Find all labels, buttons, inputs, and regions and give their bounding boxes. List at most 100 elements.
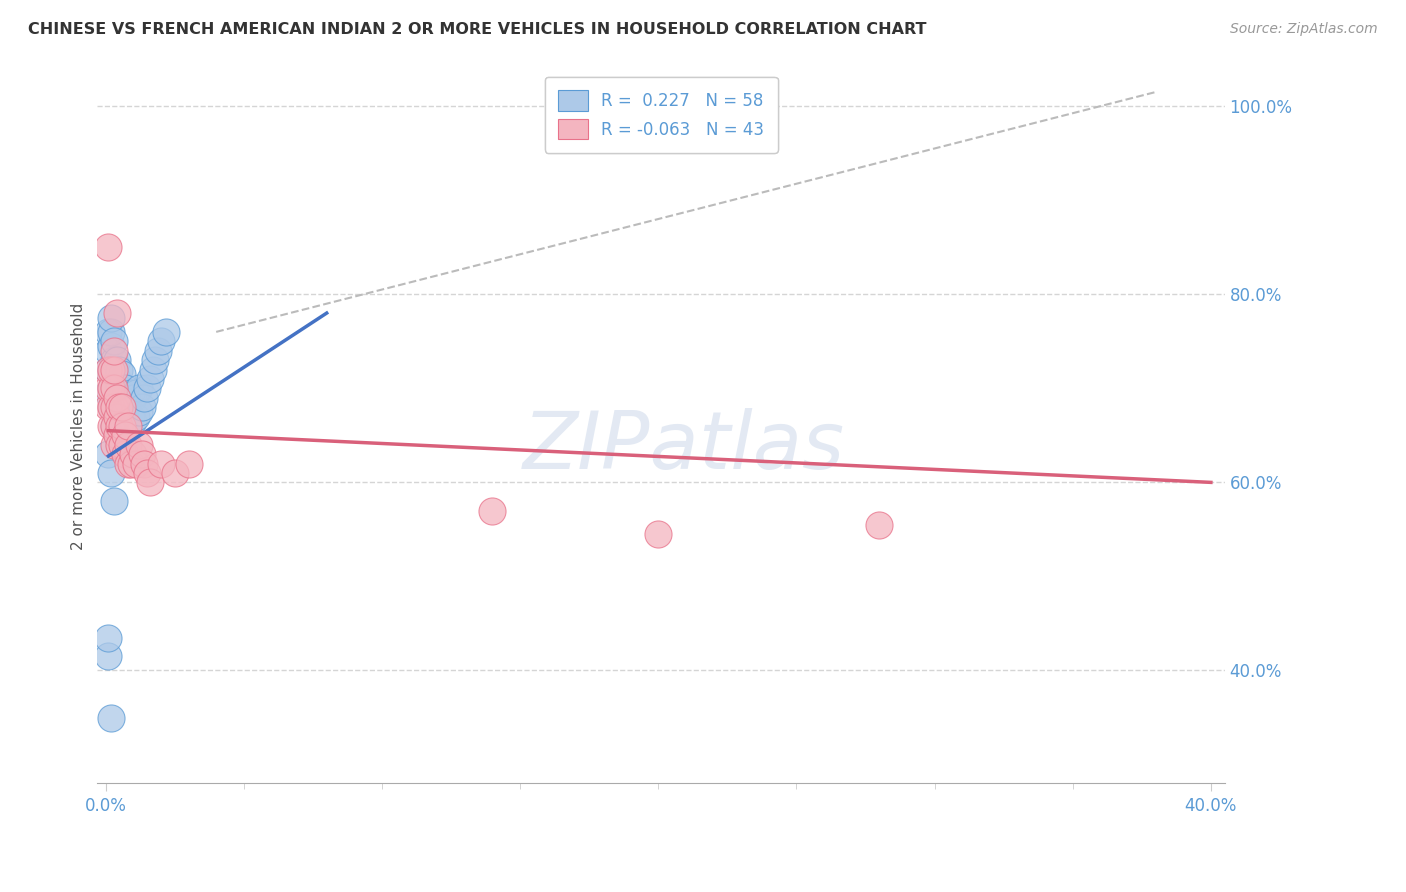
Point [111, 428, 134, 442]
Point [105, 409, 128, 424]
Point [139, 372, 162, 386]
Point [103, 400, 125, 414]
Point [97, 240, 120, 254]
Point [145, 353, 167, 368]
Point [105, 372, 128, 386]
Point [142, 362, 165, 376]
Point [149, 457, 172, 471]
Point [105, 391, 128, 405]
Point [108, 419, 131, 434]
Point [100, 310, 122, 325]
Point [97, 381, 120, 395]
Point [131, 400, 153, 414]
Point [97, 631, 120, 645]
Point [114, 381, 136, 395]
Point [134, 391, 156, 405]
Point [146, 343, 169, 358]
Point [114, 428, 136, 442]
Point [105, 353, 128, 368]
Point [103, 334, 125, 349]
Text: CHINESE VS FRENCH AMERICAN INDIAN 2 OR MORE VEHICLES IN HOUSEHOLD CORRELATION CH: CHINESE VS FRENCH AMERICAN INDIAN 2 OR M… [28, 22, 927, 37]
Point [105, 428, 128, 442]
Point [111, 438, 134, 452]
Point [103, 438, 125, 452]
Point [128, 405, 150, 419]
Point [117, 419, 139, 434]
Point [97, 362, 120, 376]
Point [103, 419, 125, 434]
Point [100, 325, 122, 339]
Point [108, 400, 131, 414]
Point [108, 381, 131, 395]
Point [103, 362, 125, 376]
Point [117, 438, 139, 452]
Point [100, 362, 122, 376]
Point [100, 381, 122, 395]
Point [177, 457, 200, 471]
Point [111, 400, 134, 414]
Point [155, 325, 177, 339]
Point [103, 381, 125, 395]
Point [103, 494, 125, 508]
Point [647, 527, 669, 541]
Point [111, 409, 134, 424]
Point [105, 428, 128, 442]
Point [97, 386, 120, 401]
Point [97, 400, 120, 414]
Point [97, 343, 120, 358]
Point [125, 409, 148, 424]
Text: Source: ZipAtlas.com: Source: ZipAtlas.com [1230, 22, 1378, 37]
Point [103, 400, 125, 414]
Point [103, 343, 125, 358]
Point [114, 405, 136, 419]
Point [114, 424, 136, 438]
Point [111, 368, 134, 382]
Point [868, 517, 890, 532]
Point [108, 438, 131, 452]
Point [100, 400, 122, 414]
Point [103, 368, 125, 382]
Point [100, 339, 122, 353]
Point [131, 447, 153, 461]
Point [103, 419, 125, 434]
Point [114, 447, 136, 461]
Point [100, 710, 122, 724]
Point [111, 386, 134, 401]
Point [125, 457, 148, 471]
Point [122, 414, 145, 428]
Point [128, 438, 150, 452]
Point [105, 391, 128, 405]
Point [108, 400, 131, 414]
Point [120, 457, 142, 471]
Point [108, 438, 131, 452]
Point [97, 325, 120, 339]
Legend: R =  0.227   N = 58, R = -0.063   N = 43: R = 0.227 N = 58, R = -0.063 N = 43 [544, 77, 778, 153]
Point [105, 306, 128, 320]
Point [122, 447, 145, 461]
Point [111, 419, 134, 434]
Point [481, 503, 503, 517]
Point [125, 386, 148, 401]
Point [100, 400, 122, 414]
Point [97, 649, 120, 664]
Point [103, 381, 125, 395]
Point [117, 395, 139, 409]
Point [136, 381, 159, 395]
Point [97, 447, 120, 461]
Y-axis label: 2 or more Vehicles in Household: 2 or more Vehicles in Household [72, 302, 86, 549]
Point [105, 409, 128, 424]
Point [136, 466, 159, 480]
Point [122, 391, 145, 405]
Text: ZIPatlas: ZIPatlas [523, 409, 845, 486]
Point [149, 334, 172, 349]
Point [103, 353, 125, 368]
Point [117, 419, 139, 434]
Point [139, 475, 162, 490]
Point [108, 419, 131, 434]
Point [128, 381, 150, 395]
Point [108, 362, 131, 376]
Point [163, 466, 186, 480]
Point [120, 409, 142, 424]
Point [100, 381, 122, 395]
Point [97, 362, 120, 376]
